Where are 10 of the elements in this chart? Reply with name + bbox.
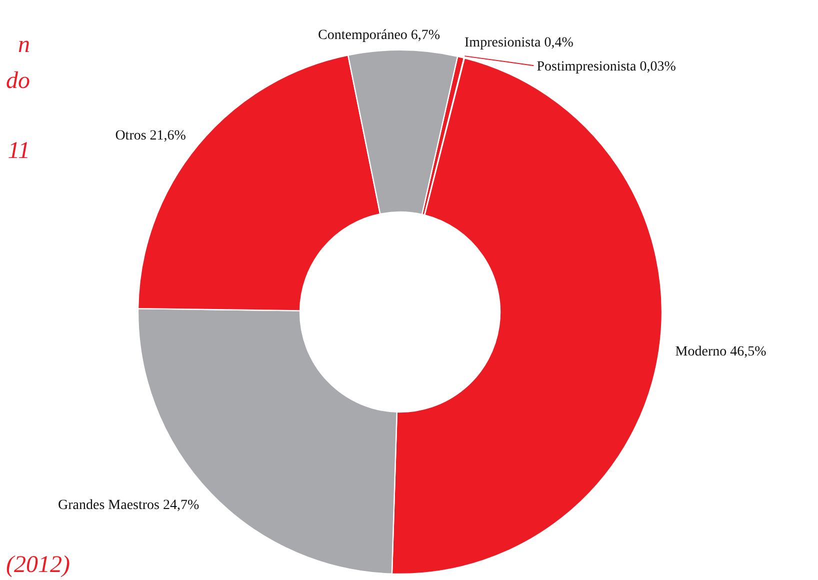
slice-label: Contemporáneo 6,7% — [318, 28, 440, 44]
slice-label: Moderno 46,5% — [675, 344, 767, 360]
text: n — [18, 32, 30, 58]
text: do — [6, 68, 30, 94]
text: (2012) — [6, 552, 70, 578]
slice-label: Otros 21,6% — [115, 128, 186, 144]
slice-label: Postimpresionista 0,03% — [536, 60, 676, 75]
slice-label: Grandes Maestros 24,7% — [58, 498, 200, 514]
text: 11 — [8, 138, 30, 164]
slice-label: Impresionista 0,4% — [464, 36, 574, 51]
